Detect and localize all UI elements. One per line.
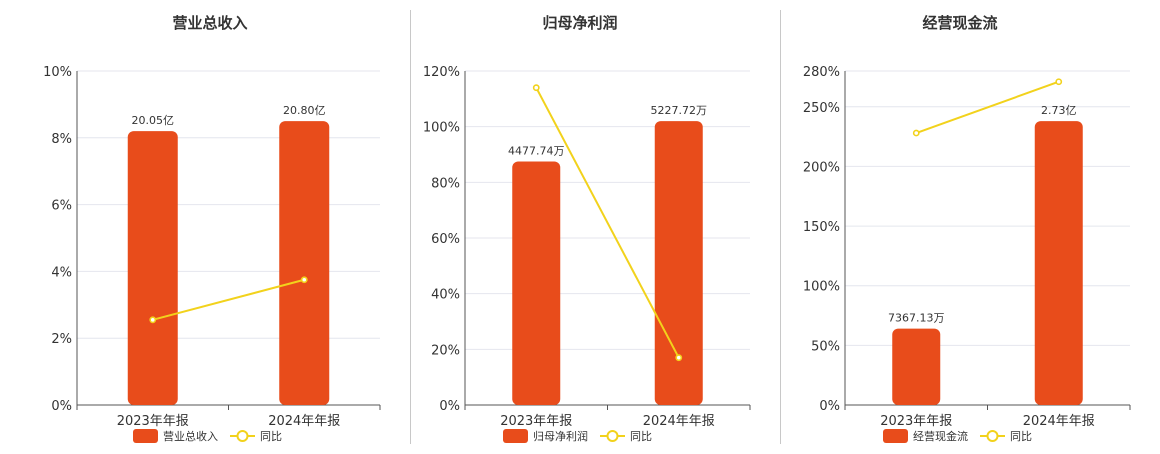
y-tick-label: 20% — [431, 343, 460, 358]
y-tick-label: 4% — [51, 265, 72, 280]
bar — [127, 131, 178, 405]
x-tick-label: 2024年年报 — [1023, 414, 1095, 429]
bar — [512, 161, 561, 405]
yoy-line — [152, 278, 305, 321]
bar-data-label: 7367.13万 — [888, 312, 945, 325]
yoy-line — [915, 80, 1060, 134]
panel-divider — [780, 10, 781, 444]
y-tick-label: 0% — [51, 399, 72, 414]
yoy-point — [532, 84, 540, 92]
y-tick-label: 50% — [811, 339, 840, 354]
x-tick-label: 2024年年报 — [643, 414, 715, 429]
yoy-point — [149, 316, 157, 324]
y-tick-label: 280% — [803, 65, 840, 80]
y-tick-label: 80% — [431, 176, 460, 191]
legend-swatch-bar — [503, 429, 528, 443]
x-tick-label: 2023年年报 — [117, 414, 189, 429]
chart-title: 营业总收入 — [172, 14, 247, 32]
x-tick-label: 2023年年报 — [500, 414, 572, 429]
x-tick-label: 2023年年报 — [880, 414, 952, 429]
yoy-point — [1055, 78, 1063, 86]
y-tick-label: 40% — [431, 288, 460, 303]
yoy-line — [535, 87, 680, 359]
yoy-point — [300, 276, 308, 284]
cash-flow-chart: 经营现金流 0% 50% 100% 150% 200% 250% 280% 2023年年报 202… — [803, 14, 1131, 443]
bar — [1034, 121, 1083, 405]
bar — [654, 121, 703, 405]
y-tick-label: 250% — [803, 101, 840, 116]
legend-swatch-bar — [883, 429, 908, 443]
legend-label-bar: 归母净利润 — [533, 429, 588, 443]
x-tick-label: 2024年年报 — [268, 414, 340, 429]
yoy-point — [675, 354, 683, 362]
y-tick-label: 2% — [51, 332, 72, 347]
bar-data-label: 5227.72万 — [651, 104, 708, 117]
revenue-chart: 营业总收入 0% 2% 4% 6% 8% 10% 2023年年报 2024年年报 20.05亿 20… — [43, 14, 381, 443]
panel-divider — [410, 10, 411, 444]
chart-title: 归母净利润 — [542, 14, 617, 32]
y-tick-label: 60% — [431, 232, 460, 247]
legend-label-line: 同比 — [260, 430, 282, 443]
legend-swatch-point — [236, 430, 249, 442]
y-tick-label: 120% — [423, 65, 460, 80]
legend-label-line: 同比 — [630, 430, 652, 443]
legend-swatch-point — [986, 430, 999, 442]
bar — [279, 121, 330, 405]
y-tick-label: 0% — [819, 399, 840, 414]
legend-swatch-bar — [133, 429, 158, 443]
chart-panel-revenue: 营业总收入 0% 2% 4% 6% 8% 10% 2023年年报 2024年年报 20.05亿 20… — [0, 0, 400, 450]
y-tick-label: 6% — [51, 199, 72, 214]
chart-title: 经营现金流 — [922, 14, 997, 32]
bar-data-label: 20.80亿 — [283, 104, 326, 117]
bar-data-label: 20.05亿 — [132, 114, 175, 127]
chart-panel-cash-flow: 经营现金流 0% 50% 100% 150% 200% 250% 280% 2023年年报 202… — [780, 0, 1160, 450]
chart-panel-net-profit: 归母净利润 0% 20% 40% 60% 80% 100% 120% 2023年年报 2024年年… — [400, 0, 780, 450]
y-tick-label: 100% — [803, 280, 840, 295]
y-tick-label: 8% — [51, 132, 72, 147]
y-tick-label: 150% — [803, 220, 840, 235]
y-tick-label: 200% — [803, 160, 840, 175]
legend-swatch-point — [606, 430, 619, 442]
legend-label-bar: 营业总收入 — [163, 429, 218, 443]
bar-data-label: 2.73亿 — [1041, 104, 1077, 117]
bar-data-label: 4477.74万 — [508, 144, 565, 157]
net-profit-chart: 归母净利润 0% 20% 40% 60% 80% 100% 120% 2023年年报 2024年年… — [423, 14, 751, 443]
bar — [892, 328, 941, 405]
yoy-point — [912, 129, 920, 137]
y-tick-label: 0% — [439, 399, 460, 414]
legend-label-bar: 经营现金流 — [913, 429, 968, 443]
legend-label-line: 同比 — [1010, 430, 1032, 443]
y-tick-label: 10% — [43, 65, 72, 80]
y-tick-label: 100% — [423, 121, 460, 136]
